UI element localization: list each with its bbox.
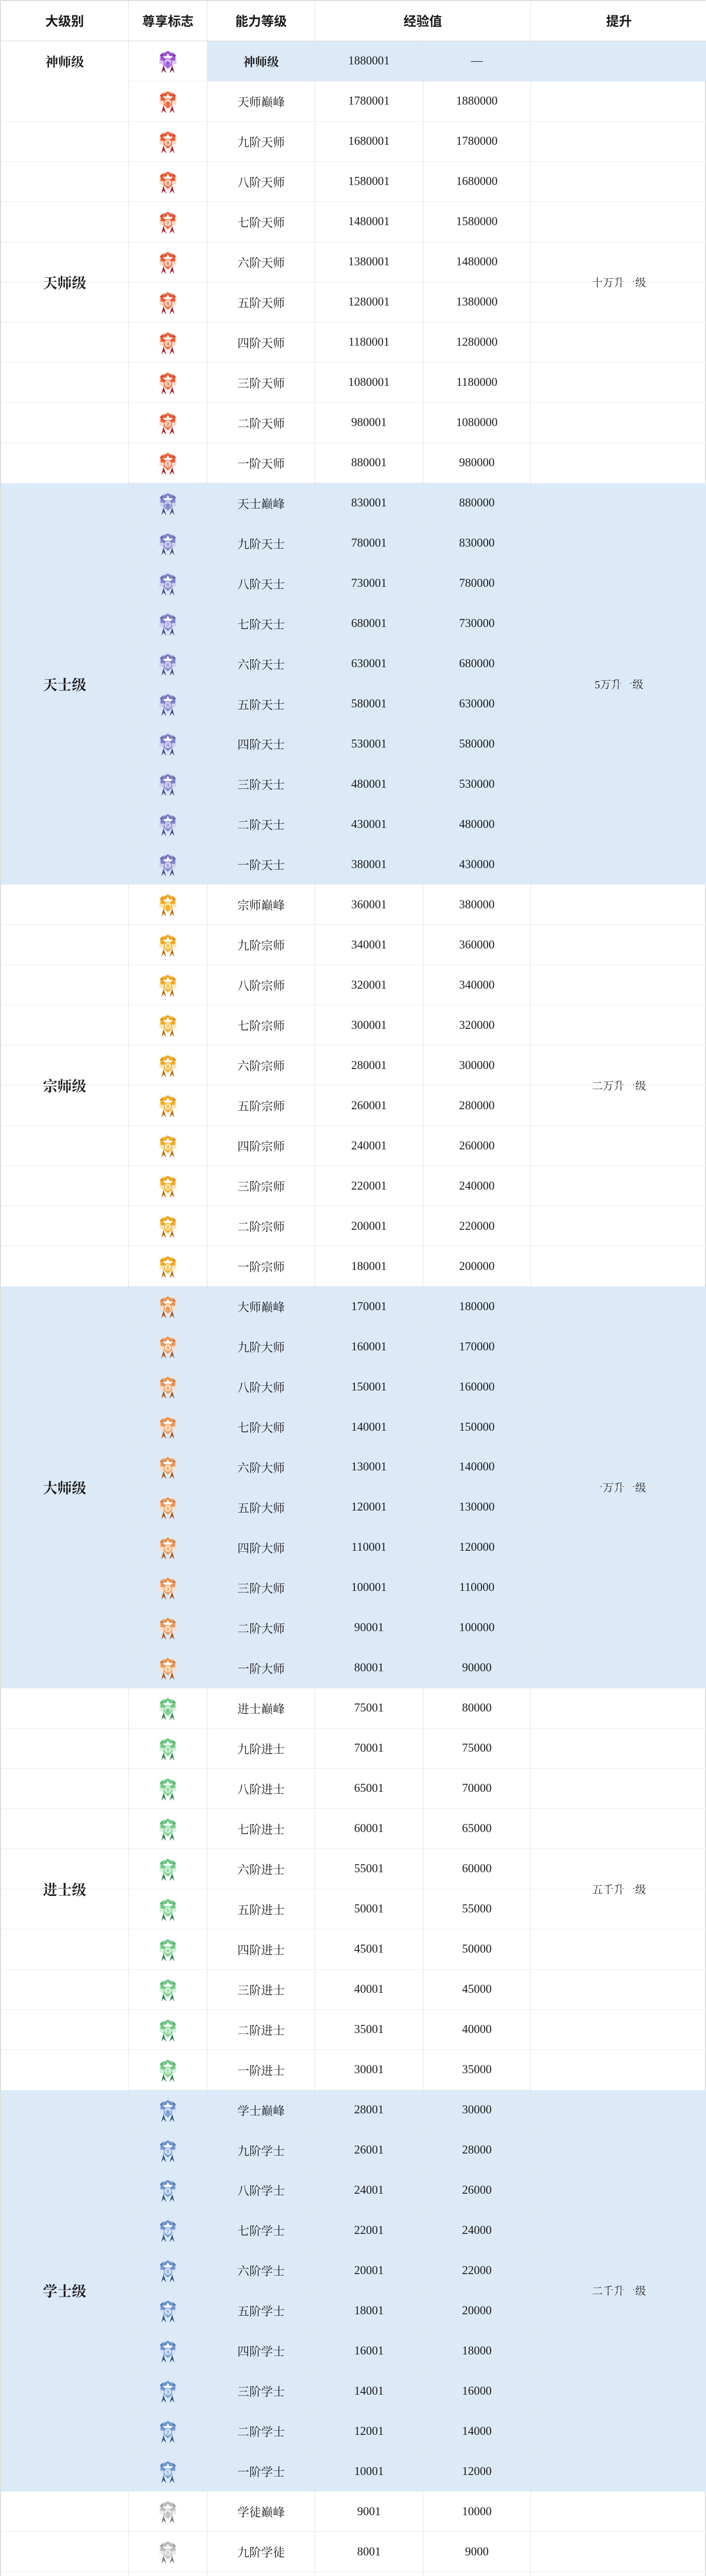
svg-text:2: 2 bbox=[166, 2028, 169, 2034]
svg-text:9: 9 bbox=[166, 944, 169, 950]
svg-text:9: 9 bbox=[166, 2551, 169, 2556]
svg-text:2: 2 bbox=[166, 1626, 169, 1632]
svg-text:8: 8 bbox=[166, 582, 169, 588]
svg-text:1: 1 bbox=[166, 462, 169, 467]
svg-text:7: 7 bbox=[166, 1024, 169, 1030]
svg-text:3: 3 bbox=[166, 381, 169, 387]
svg-text:9: 9 bbox=[166, 1747, 169, 1753]
svg-text:5: 5 bbox=[166, 1506, 169, 1512]
svg-text:3: 3 bbox=[166, 1586, 169, 1592]
svg-text:5: 5 bbox=[166, 703, 169, 708]
svg-text:4: 4 bbox=[166, 1948, 169, 1954]
svg-text:4: 4 bbox=[166, 743, 169, 749]
svg-text:1: 1 bbox=[166, 2470, 169, 2476]
svg-text:6: 6 bbox=[166, 261, 169, 266]
svg-text:6: 6 bbox=[166, 1868, 169, 1873]
svg-text:8: 8 bbox=[166, 1787, 169, 1793]
svg-text:2: 2 bbox=[166, 823, 169, 829]
svg-text:4: 4 bbox=[166, 1145, 169, 1150]
svg-text:3: 3 bbox=[166, 2390, 169, 2396]
svg-text:8: 8 bbox=[166, 984, 169, 990]
svg-text:6: 6 bbox=[166, 2269, 169, 2275]
svg-text:2: 2 bbox=[166, 2430, 169, 2436]
svg-text:4: 4 bbox=[166, 1546, 169, 1552]
svg-text:9: 9 bbox=[166, 542, 169, 548]
svg-text:3: 3 bbox=[166, 783, 169, 789]
svg-text:7: 7 bbox=[166, 1827, 169, 1833]
svg-text:5: 5 bbox=[166, 1105, 169, 1110]
svg-text:5: 5 bbox=[166, 2310, 169, 2315]
svg-text:2: 2 bbox=[166, 1225, 169, 1231]
svg-text:8: 8 bbox=[166, 1386, 169, 1392]
svg-text:7: 7 bbox=[166, 622, 169, 628]
svg-text:6: 6 bbox=[166, 1466, 169, 1471]
svg-text:7: 7 bbox=[166, 221, 169, 226]
svg-text:5: 5 bbox=[166, 1908, 169, 1913]
svg-text:7: 7 bbox=[166, 1426, 169, 1432]
svg-text:8: 8 bbox=[166, 180, 169, 186]
svg-text:5: 5 bbox=[166, 301, 169, 307]
svg-text:1: 1 bbox=[166, 863, 169, 869]
svg-text:4: 4 bbox=[166, 2350, 169, 2355]
svg-text:3: 3 bbox=[166, 1185, 169, 1191]
svg-text:2: 2 bbox=[166, 421, 169, 427]
svg-text:4: 4 bbox=[166, 341, 169, 347]
svg-text:6: 6 bbox=[166, 663, 169, 668]
svg-text:9: 9 bbox=[166, 2149, 169, 2155]
svg-text:6: 6 bbox=[166, 1064, 169, 1070]
svg-text:7: 7 bbox=[166, 2229, 169, 2235]
svg-text:9: 9 bbox=[166, 140, 169, 146]
svg-text:3: 3 bbox=[166, 1988, 169, 1994]
svg-text:8: 8 bbox=[166, 2189, 169, 2195]
svg-text:1: 1 bbox=[166, 2069, 169, 2074]
svg-text:1: 1 bbox=[166, 1265, 169, 1271]
svg-text:9: 9 bbox=[166, 1346, 169, 1351]
svg-text:1: 1 bbox=[166, 1667, 169, 1672]
